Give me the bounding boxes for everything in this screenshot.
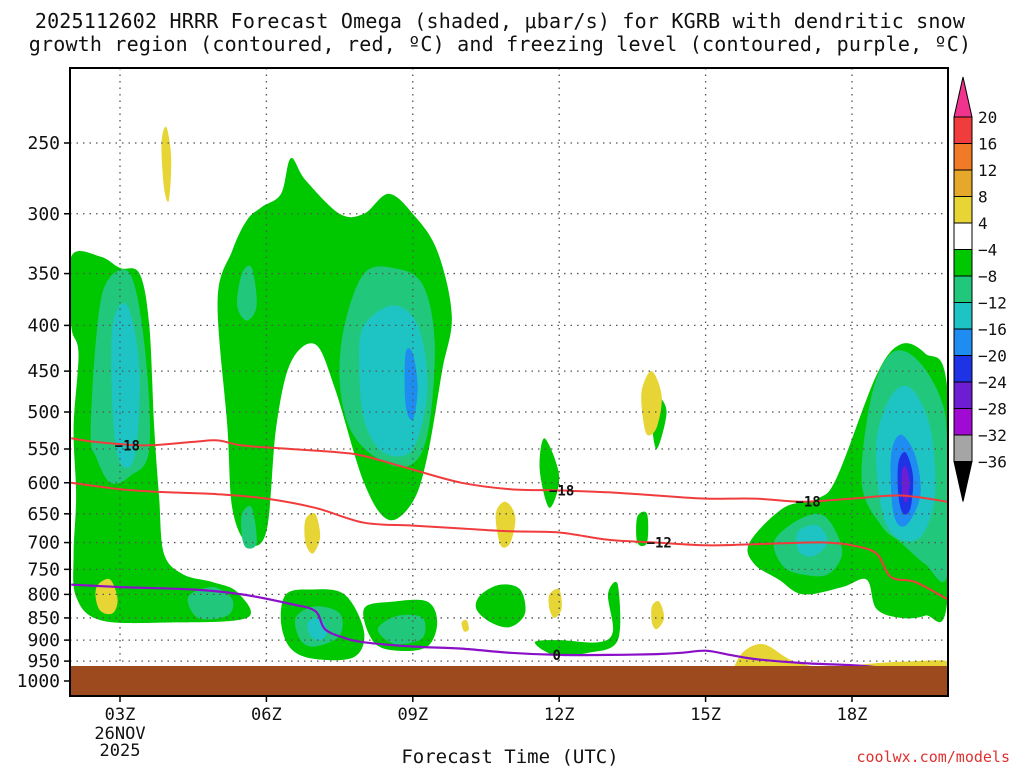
freezing-level-line (71, 583, 877, 669)
omega-region-11 (187, 587, 234, 620)
colorbar-block (953, 169, 973, 197)
x-tick-label: 06Z (251, 705, 282, 725)
colorbar-label: 20 (978, 108, 997, 127)
y-tick-label: 400 (27, 315, 60, 336)
colorbar-label: −24 (978, 373, 1007, 392)
colorbar-top-arrow (953, 76, 973, 118)
colorbar-label: −20 (978, 347, 1007, 366)
y-tick-label: 900 (27, 630, 60, 651)
colorbar-label: 16 (978, 135, 997, 154)
y-tick-label: 850 (27, 608, 60, 629)
x-tick-label: 12Z (544, 705, 575, 725)
colorbar-label: −12 (978, 294, 1007, 313)
omega-region-7 (636, 511, 649, 547)
omega-region-24 (404, 348, 418, 421)
contour-label: −18 (115, 438, 140, 454)
omega-region-4 (475, 584, 526, 628)
colorbar-block (953, 196, 973, 224)
plot-frame (69, 67, 949, 697)
y-tick-label: 700 (27, 533, 60, 554)
colorbar-label: −4 (978, 241, 997, 260)
colorbar-label: −8 (978, 267, 997, 286)
y-tick-label: 1000 (17, 671, 60, 692)
colorbar-label: −32 (978, 426, 1007, 445)
y-tick-label: 800 (27, 584, 60, 605)
omega-region-31 (495, 501, 516, 548)
omega-region-35 (651, 601, 665, 630)
omega-region-6 (534, 581, 621, 656)
colorbar-label: −28 (978, 400, 1007, 419)
x-date-label: 26NOV (94, 724, 145, 744)
y-axis-ticks: 2503003504004505005506006507007508008509… (17, 133, 70, 692)
omega-region-36 (733, 644, 948, 673)
omega-region-19 (111, 302, 140, 469)
x-date-label: 2025 (100, 741, 141, 761)
isotherm-line-0 (71, 437, 948, 503)
colorbar-block (953, 143, 973, 171)
y-tick-label: 600 (27, 473, 60, 494)
colorbar-label: −36 (978, 453, 1007, 472)
y-tick-label: 750 (27, 559, 60, 580)
omega-region-13 (241, 506, 257, 549)
colorbar-block (953, 328, 973, 356)
chart-title-line-2: growth region (contoured, red, ºC) and f… (28, 32, 972, 56)
omega-region-30 (304, 512, 321, 554)
colorbar-label: 4 (978, 214, 988, 233)
contour-label: 0 (553, 648, 561, 664)
colorbar: 20 16 12 8 4 −4 −8 −12 −16 −20 −24 −28 −32 −36 (953, 76, 1007, 502)
colorbar-label: 12 (978, 161, 997, 180)
contour-label: −18 (549, 483, 574, 499)
omega-region-27 (901, 465, 910, 503)
omega-shading (70, 126, 948, 673)
omega-region-28 (161, 126, 172, 202)
omega-region-32 (461, 619, 469, 632)
y-tick-label: 500 (27, 402, 60, 423)
y-tick-label: 250 (27, 133, 60, 154)
temperature-contours: −18 −18 −18 −12 0 (71, 437, 948, 669)
y-tick-label: 450 (27, 361, 60, 382)
colorbar-block (953, 249, 973, 277)
colorbar-label: −16 (978, 320, 1007, 339)
contour-label: −18 (795, 495, 820, 511)
y-tick-label: 650 (27, 504, 60, 525)
colorbar-block (953, 381, 973, 409)
colorbar-label: 8 (978, 188, 988, 207)
colorbar-block (953, 355, 973, 383)
colorbar-block (953, 116, 973, 144)
y-tick-label: 350 (27, 264, 60, 285)
chart-title-line-1: 2025112602 HRRR Forecast Omega (shaded, … (34, 9, 966, 33)
colorbar-block (953, 222, 973, 250)
colorbar-block (953, 275, 973, 303)
y-tick-label: 550 (27, 439, 60, 460)
x-axis-label: Forecast Time (UTC) (401, 746, 619, 768)
omega-region-16 (377, 614, 426, 645)
colorbar-bottom-arrow (953, 461, 973, 502)
contour-label: −12 (647, 536, 672, 552)
x-tick-label: 15Z (690, 705, 721, 725)
isotherm-line-1 (71, 481, 948, 601)
grid-lines (70, 68, 948, 696)
y-tick-label: 950 (27, 651, 60, 672)
y-tick-label: 300 (27, 204, 60, 225)
x-tick-label: 18Z (837, 705, 868, 725)
x-tick-label: 03Z (105, 705, 136, 725)
colorbar-block (953, 408, 973, 436)
omega-region-34 (641, 370, 662, 436)
colorbar-block (953, 434, 973, 462)
omega-region-22 (796, 525, 828, 557)
omega-region-12 (236, 265, 257, 321)
credit-link[interactable]: coolwx.com/models (856, 748, 1010, 766)
colorbar-block (953, 302, 973, 330)
x-tick-label: 09Z (397, 705, 428, 725)
omega-region-33 (548, 588, 562, 618)
ground-surface (70, 666, 948, 696)
